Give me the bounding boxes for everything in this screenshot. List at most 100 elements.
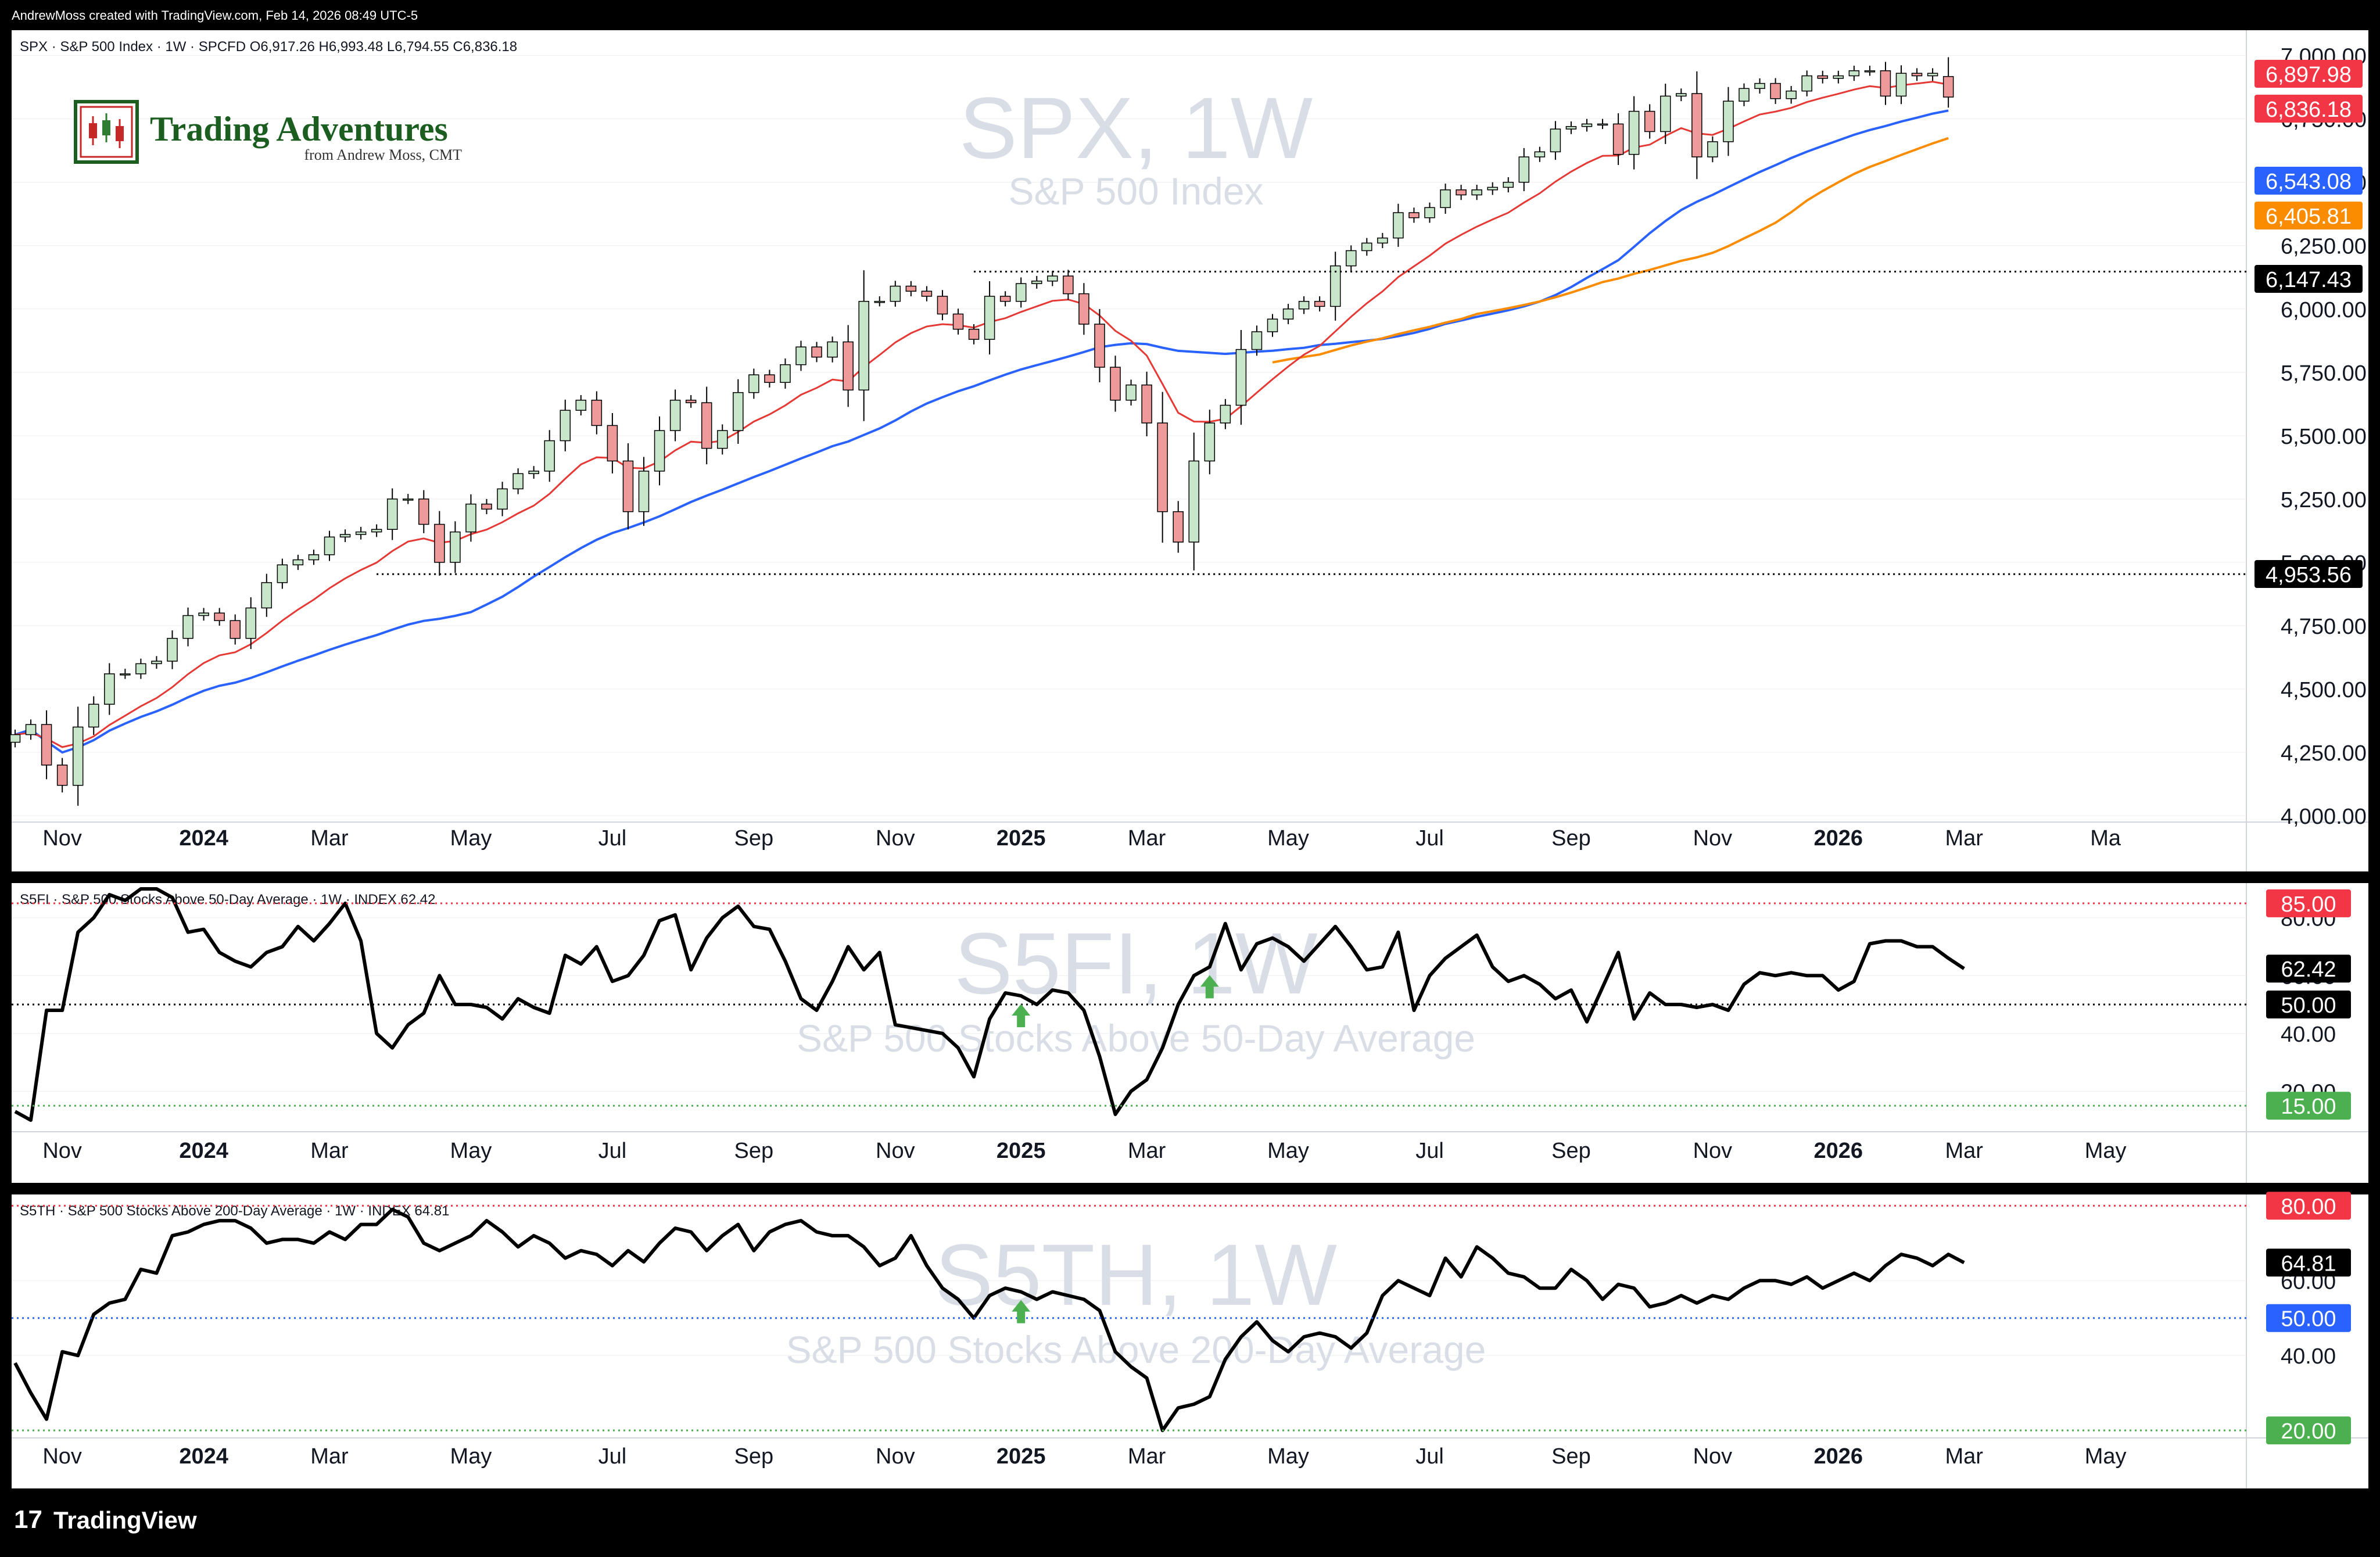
spx-y-tick-label: 5,250.00 [2281,488,2367,512]
candle-body [403,498,414,501]
candle-body [874,300,885,303]
s5th-last-value-box [2266,1249,2351,1277]
candle-body [780,364,791,383]
candle-body [308,554,320,561]
s5th-level-label-box [2266,1304,2351,1332]
signal-up-arrow-icon [1012,1004,1031,1028]
candle-body [1581,123,1593,127]
s5th-level-label: 80.00 [2281,1194,2336,1219]
s5fi-x-tick-label: Nov [42,1139,82,1163]
legend-space [449,39,453,55]
candle-body [1314,300,1325,307]
spx-y-tick-label: 6,250.00 [2281,235,2367,259]
candle-body [512,473,524,490]
candle-body [1691,93,1702,157]
candle-body [748,374,759,393]
logo-frame [74,100,139,164]
s5fi-x-tick-label: Sep [734,1139,774,1163]
candle-body [1612,123,1624,155]
s5fi-x-tick-label: Mar [1128,1139,1166,1163]
candle-body [1942,76,1954,98]
spx-x-tick-label: Nov [876,826,915,851]
legend-space [411,1203,415,1219]
candle-body [324,536,335,555]
candle-body [1660,95,1671,132]
candle-body [230,620,241,639]
s5th-level-label: 20.00 [2281,1419,2336,1444]
s5th-x-tick-label: May [450,1444,492,1469]
s5th-watermark-subtitle: S&P 500 Stocks Above 200-Day Average [786,1328,1486,1371]
s5th-last-value: 64.81 [2281,1251,2336,1276]
candle-body [1534,151,1546,157]
legend-l-label: L [387,39,395,55]
candle-body [182,615,193,639]
s5th-x-tick-label: May [1267,1444,1309,1469]
candle-body [245,607,256,639]
legend-o-value: 6,917.26 [260,39,314,55]
s5th-x-tick-label: Nov [876,1444,915,1469]
legend-c-value: 6,836.18 [463,39,517,55]
candle-body [151,661,162,665]
candle-body [1346,250,1357,267]
s5fi-panel: 20.0040.0060.0080.00Nov2024MarMayJulSepN… [12,883,2368,1183]
s5fi-x-tick-label: May [1267,1139,1309,1163]
candle-body [261,582,273,609]
candle-body [9,734,21,743]
s5th-x-tick-label: Mar [1945,1444,1983,1469]
s5th-x-tick-label: Sep [734,1444,774,1469]
candle-body [1377,237,1388,244]
s5th-x-tick-label: 2024 [179,1444,228,1469]
candle-body [1817,75,1828,79]
spx-x-tick-label: May [450,826,492,851]
candle-body [167,638,178,662]
candle-body [622,460,634,512]
candle-body [1927,73,1938,77]
s5fi-legend-value: 62.42 [400,892,435,907]
spx-x-tick-label: Sep [734,826,774,851]
s5fi-level-label-box [2266,991,2351,1019]
price-label-box [2254,265,2363,293]
s5fi-x-tick-label: May [450,1139,492,1163]
signal-up-arrow-icon [1012,1300,1031,1323]
candle-body [937,296,948,315]
spx-x-tick-label: 2026 [1814,826,1863,851]
s5fi-x-tick-label: Nov [876,1139,915,1163]
candle-body [1676,93,1687,97]
candle-body [1550,128,1561,153]
candle-body [764,374,775,383]
candle-body [1565,125,1577,130]
candle-body [1518,156,1530,183]
candle-body [638,471,650,512]
tradingview-brand[interactable]: 17 TradingView [14,1505,197,1534]
candle-body [1895,73,1907,97]
legend-space [397,892,401,907]
s5fi-last-value: 62.42 [2281,957,2336,982]
logo-candle-icon [89,123,97,138]
candle-body [827,341,838,358]
spx-y-tick-label: 4,000.00 [2281,805,2367,829]
logo-subtitle: from Andrew Moss, CMT [304,146,462,163]
candle-body [733,392,744,431]
candle-body [1031,281,1042,284]
candle-body [905,285,917,292]
candle-body [1015,283,1027,302]
spx-panel: 4,000.004,250.004,500.004,750.005,000.00… [9,30,2368,871]
s5fi-x-tick-label: Jul [598,1139,627,1163]
s5th-y-tick-label: 40.00 [2281,1344,2336,1369]
candle-body [355,531,367,535]
s5th-background [12,1194,2368,1488]
candle-body [1078,293,1089,325]
s5th-x-tick-label: 2025 [997,1444,1046,1469]
price-label-box [2254,202,2363,229]
price-label: 6,405.81 [2266,205,2352,229]
candle-body [1157,422,1168,512]
s5fi-x-tick-label: May [2085,1139,2127,1163]
spx-x-tick-label: Jul [1415,826,1444,851]
candle-body [1864,70,1876,73]
spx-x-tick-label: 2025 [997,826,1046,851]
candle-body [1503,181,1514,188]
spx-x-tick-label: Ma [2090,826,2121,851]
s5th-level-label-box [2266,1192,2351,1220]
candle-body [591,400,603,426]
candle-body [669,400,681,431]
